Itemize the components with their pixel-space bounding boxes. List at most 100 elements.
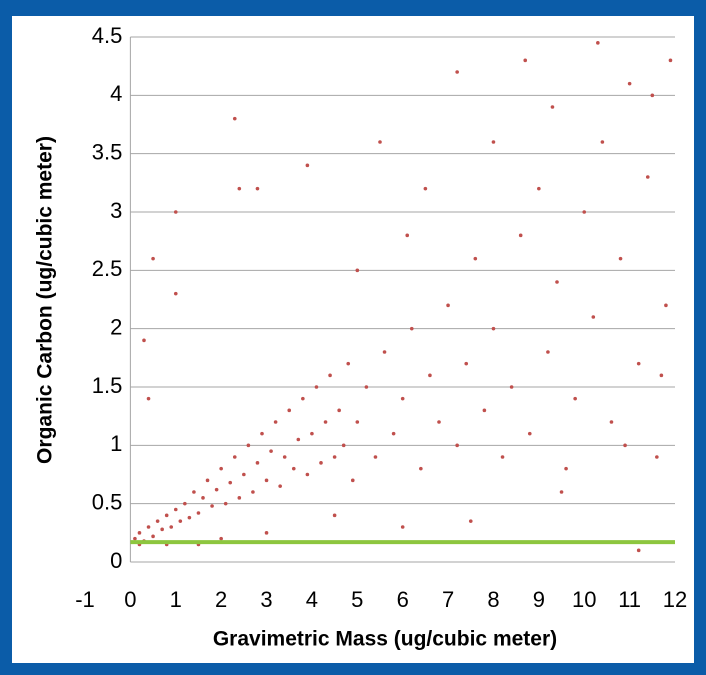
y-tick-label: 4.5 [92, 23, 123, 48]
chart: Gravimetric Mass (ug/cubic meter) Organi… [34, 23, 688, 651]
point [582, 210, 587, 214]
point [201, 496, 205, 500]
point [137, 531, 142, 535]
point [232, 116, 237, 121]
point [251, 490, 255, 494]
point [305, 163, 310, 168]
point [164, 513, 169, 518]
point [491, 326, 496, 331]
point [618, 256, 623, 261]
x-tick-label: -1 [75, 587, 95, 612]
point [500, 455, 505, 459]
point [609, 420, 614, 424]
point [382, 350, 387, 354]
point [455, 70, 459, 74]
point [237, 496, 242, 500]
point [346, 361, 351, 366]
x-tick-label: 2 [215, 587, 227, 612]
point [314, 385, 319, 389]
point [273, 420, 278, 424]
point [223, 501, 228, 506]
point [219, 466, 223, 471]
point [437, 420, 441, 424]
point [400, 525, 405, 529]
point [287, 408, 292, 413]
y-axis-title: Organic Carbon (ug/cubic meter) [34, 136, 57, 464]
point [151, 534, 155, 539]
y-tick-label: 2 [110, 314, 122, 339]
point [341, 443, 346, 448]
point [219, 536, 223, 541]
point [232, 455, 237, 459]
point [242, 472, 246, 477]
point [210, 504, 214, 508]
y-tick-label: 1 [110, 431, 122, 456]
chart-frame: Gravimetric Mass (ug/cubic meter) Organi… [12, 16, 694, 663]
point [301, 396, 305, 401]
x-tick-label: 7 [442, 587, 454, 612]
point [591, 315, 596, 319]
point [296, 437, 301, 442]
point [550, 105, 555, 109]
point [310, 431, 314, 436]
point [192, 490, 196, 494]
point [178, 519, 183, 523]
y-tick-label: 0 [110, 548, 122, 573]
point [596, 41, 600, 45]
point [527, 431, 532, 436]
point [518, 233, 523, 238]
point [205, 478, 210, 483]
point [464, 361, 469, 366]
point [319, 461, 323, 465]
point [564, 466, 568, 471]
point [446, 303, 450, 308]
point [664, 303, 668, 308]
x-tick-label: 1 [170, 587, 182, 612]
point [214, 487, 219, 492]
point [260, 431, 264, 436]
point [509, 385, 514, 389]
point [183, 501, 187, 506]
y-tick-label: 3 [110, 198, 122, 223]
point [419, 466, 423, 471]
x-tick-label: 6 [397, 587, 409, 612]
x-tick-label: 3 [260, 587, 272, 612]
x-axis-title: Gravimetric Mass (ug/cubic meter) [213, 628, 557, 651]
point [655, 455, 659, 459]
point [482, 408, 487, 413]
point [133, 536, 137, 541]
point [291, 466, 296, 471]
point [405, 233, 410, 238]
point [196, 511, 201, 515]
point [169, 525, 174, 529]
point [623, 443, 627, 448]
point [173, 507, 178, 512]
point [246, 443, 251, 448]
x-tick-label: 5 [351, 587, 363, 612]
point [228, 480, 233, 485]
point [428, 373, 432, 378]
point [323, 420, 328, 424]
point [237, 186, 242, 191]
point [364, 385, 369, 389]
y-tick-label: 3.5 [92, 139, 123, 164]
x-tick-label: 10 [572, 587, 596, 612]
point [573, 396, 577, 401]
point [337, 408, 341, 413]
point [559, 490, 564, 494]
y-tick-label: 4 [110, 81, 122, 106]
point [423, 186, 428, 191]
x-tick-label: 12 [663, 587, 687, 612]
point [391, 431, 396, 436]
point [146, 396, 151, 401]
point [600, 140, 605, 144]
x-tick-label: 4 [306, 587, 318, 612]
x-tick-label: 11 [618, 587, 641, 612]
point [373, 455, 378, 459]
point [173, 210, 178, 214]
x-tick-label: 8 [487, 587, 499, 612]
point [255, 461, 260, 465]
point [142, 338, 146, 343]
x-tick-label: 9 [533, 587, 545, 612]
